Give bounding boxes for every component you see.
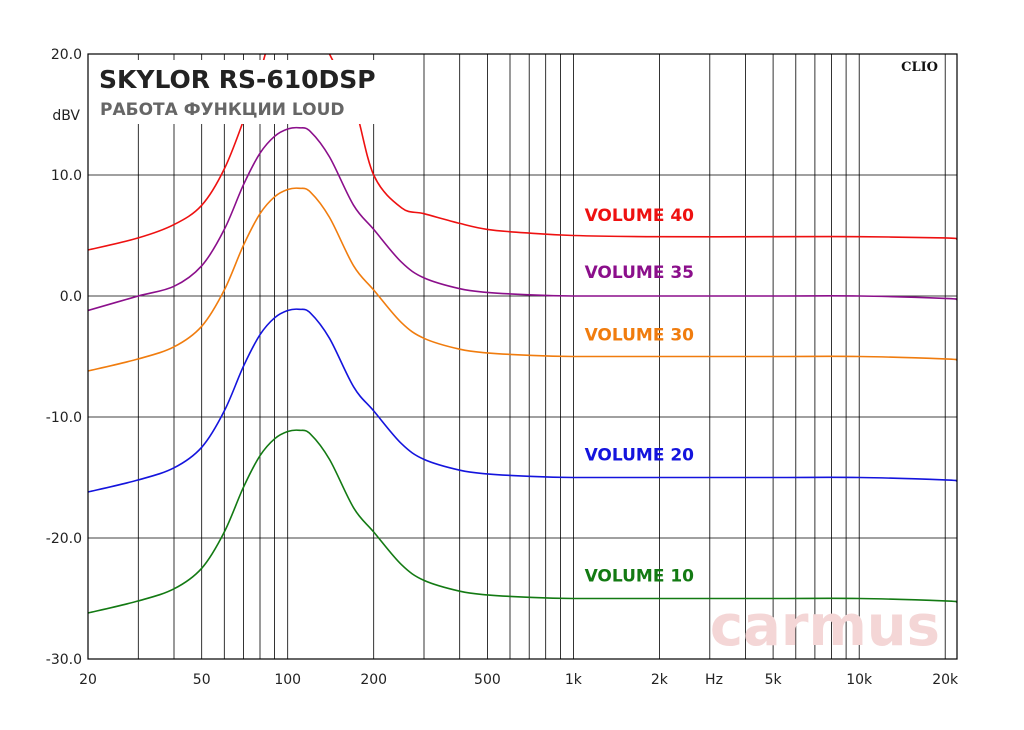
chart-title: SKYLOR RS-610DSP	[99, 65, 376, 94]
series-label-volume-35: VOLUME 35	[585, 263, 694, 283]
curves	[88, 54, 957, 614]
title-backdrop	[96, 60, 388, 124]
series-label-volume-40: VOLUME 40	[585, 206, 695, 226]
series-line-volume-40	[88, 54, 957, 251]
series-label-volume-30: VOLUME 30	[585, 326, 695, 346]
y-axis-label: dBV	[52, 108, 80, 124]
x-tick-label: 100	[274, 672, 301, 688]
badge-backdrop	[892, 57, 944, 75]
clio-badge: CLIO	[901, 60, 938, 75]
y-tick-label: -20.0	[46, 531, 82, 547]
series-label-volume-10: VOLUME 10	[585, 567, 695, 587]
x-tick-label: 5k	[765, 672, 783, 688]
x-tick-label: 500	[474, 672, 501, 688]
series-labels: VOLUME 40 VOLUME 35 VOLUME 30 VOLUME 20 VOLU…	[585, 206, 695, 587]
y-tick-label: -10.0	[46, 410, 82, 426]
x-tick-label: 2k	[651, 672, 669, 688]
series-line-volume-10	[88, 429, 957, 614]
watermark-layer: carmus	[710, 594, 940, 659]
y-tick-label: 20.0	[51, 47, 82, 63]
x-axis-unit-label: Hz	[705, 672, 723, 688]
y-tick-label: 0.0	[60, 289, 82, 305]
y-axis-ticks: 20.0 10.0 0.0 -10.0 -20.0 -30.0	[46, 47, 82, 668]
series-line-volume-30	[88, 187, 957, 372]
series-label-volume-20: VOLUME 20	[585, 446, 695, 466]
y-tick-label: -30.0	[46, 652, 82, 668]
x-axis-ticks: 20 50 100 200 500 1k 2k 5k 10k 20k	[79, 672, 959, 688]
x-tick-label: 1k	[565, 672, 583, 688]
watermark-text: carmus	[710, 594, 940, 659]
x-tick-label: 10k	[846, 672, 873, 688]
y-tick-label: 10.0	[51, 168, 82, 184]
x-tick-label: 20	[79, 672, 97, 688]
x-tick-label: 20k	[932, 672, 959, 688]
series-line-volume-20	[88, 308, 957, 493]
plot-frame	[87, 53, 958, 660]
series-line-volume-35	[88, 126, 957, 312]
chart-subtitle: РАБОТА ФУНКЦИИ LOUD	[100, 100, 345, 120]
x-tick-label: 50	[193, 672, 211, 688]
x-tick-label: 200	[360, 672, 387, 688]
